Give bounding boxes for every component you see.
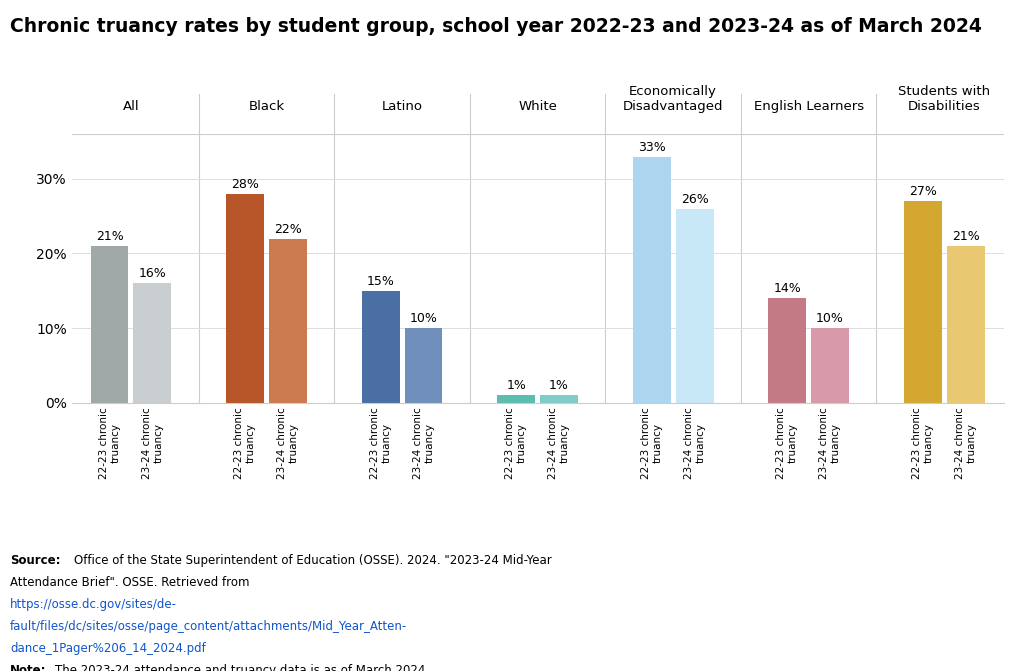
Text: 28%: 28%	[231, 178, 259, 191]
Bar	[361, 291, 399, 403]
Text: Economically
Disadvantaged: Economically Disadvantaged	[623, 85, 723, 113]
Bar	[226, 194, 264, 403]
Text: dance_1Pager%206_14_2024.pdf: dance_1Pager%206_14_2024.pdf	[10, 642, 206, 655]
Text: All: All	[123, 100, 139, 113]
Text: The 2023-24 attendance and truancy data is as of March 2024.: The 2023-24 attendance and truancy data …	[55, 664, 429, 671]
Text: Office of the State Superintendent of Education (OSSE). 2024. "2023-24 Mid-Year: Office of the State Superintendent of Ed…	[74, 554, 552, 566]
Text: 22%: 22%	[274, 223, 302, 236]
Text: https://osse.dc.gov/sites/de-: https://osse.dc.gov/sites/de-	[10, 598, 177, 611]
Text: Source:: Source:	[10, 554, 60, 566]
Text: 26%: 26%	[681, 193, 709, 206]
Text: 27%: 27%	[909, 185, 937, 199]
Bar	[676, 209, 714, 403]
Text: 10%: 10%	[816, 312, 844, 325]
Text: fault/files/dc/sites/osse/page_content/attachments/Mid_Year_Atten-: fault/files/dc/sites/osse/page_content/a…	[10, 620, 408, 633]
Text: Attendance Brief". OSSE. Retrieved from: Attendance Brief". OSSE. Retrieved from	[10, 576, 250, 588]
Text: 21%: 21%	[951, 230, 980, 243]
Text: Black: Black	[249, 100, 285, 113]
Bar	[540, 395, 578, 403]
Bar	[90, 246, 128, 403]
Text: 21%: 21%	[95, 230, 124, 243]
Text: 1%: 1%	[549, 379, 569, 392]
Bar	[633, 156, 671, 403]
Text: Chronic truancy rates by student group, school year 2022-23 and 2023-24 as of Ma: Chronic truancy rates by student group, …	[10, 17, 982, 36]
Bar	[498, 395, 536, 403]
Bar	[947, 246, 985, 403]
Text: 15%: 15%	[367, 275, 394, 288]
Bar	[404, 328, 442, 403]
Text: English Learners: English Learners	[754, 100, 863, 113]
Bar	[768, 298, 806, 403]
Text: Students with
Disabilities: Students with Disabilities	[898, 85, 990, 113]
Bar	[811, 328, 849, 403]
Text: 10%: 10%	[410, 312, 437, 325]
Bar	[269, 239, 307, 403]
Text: 16%: 16%	[138, 267, 166, 280]
Text: 1%: 1%	[506, 379, 526, 392]
Text: 14%: 14%	[773, 282, 801, 295]
Bar	[133, 283, 171, 403]
Text: 33%: 33%	[638, 141, 666, 154]
Text: Note:: Note:	[10, 664, 47, 671]
Bar	[904, 201, 942, 403]
Text: White: White	[518, 100, 557, 113]
Text: Latino: Latino	[382, 100, 423, 113]
